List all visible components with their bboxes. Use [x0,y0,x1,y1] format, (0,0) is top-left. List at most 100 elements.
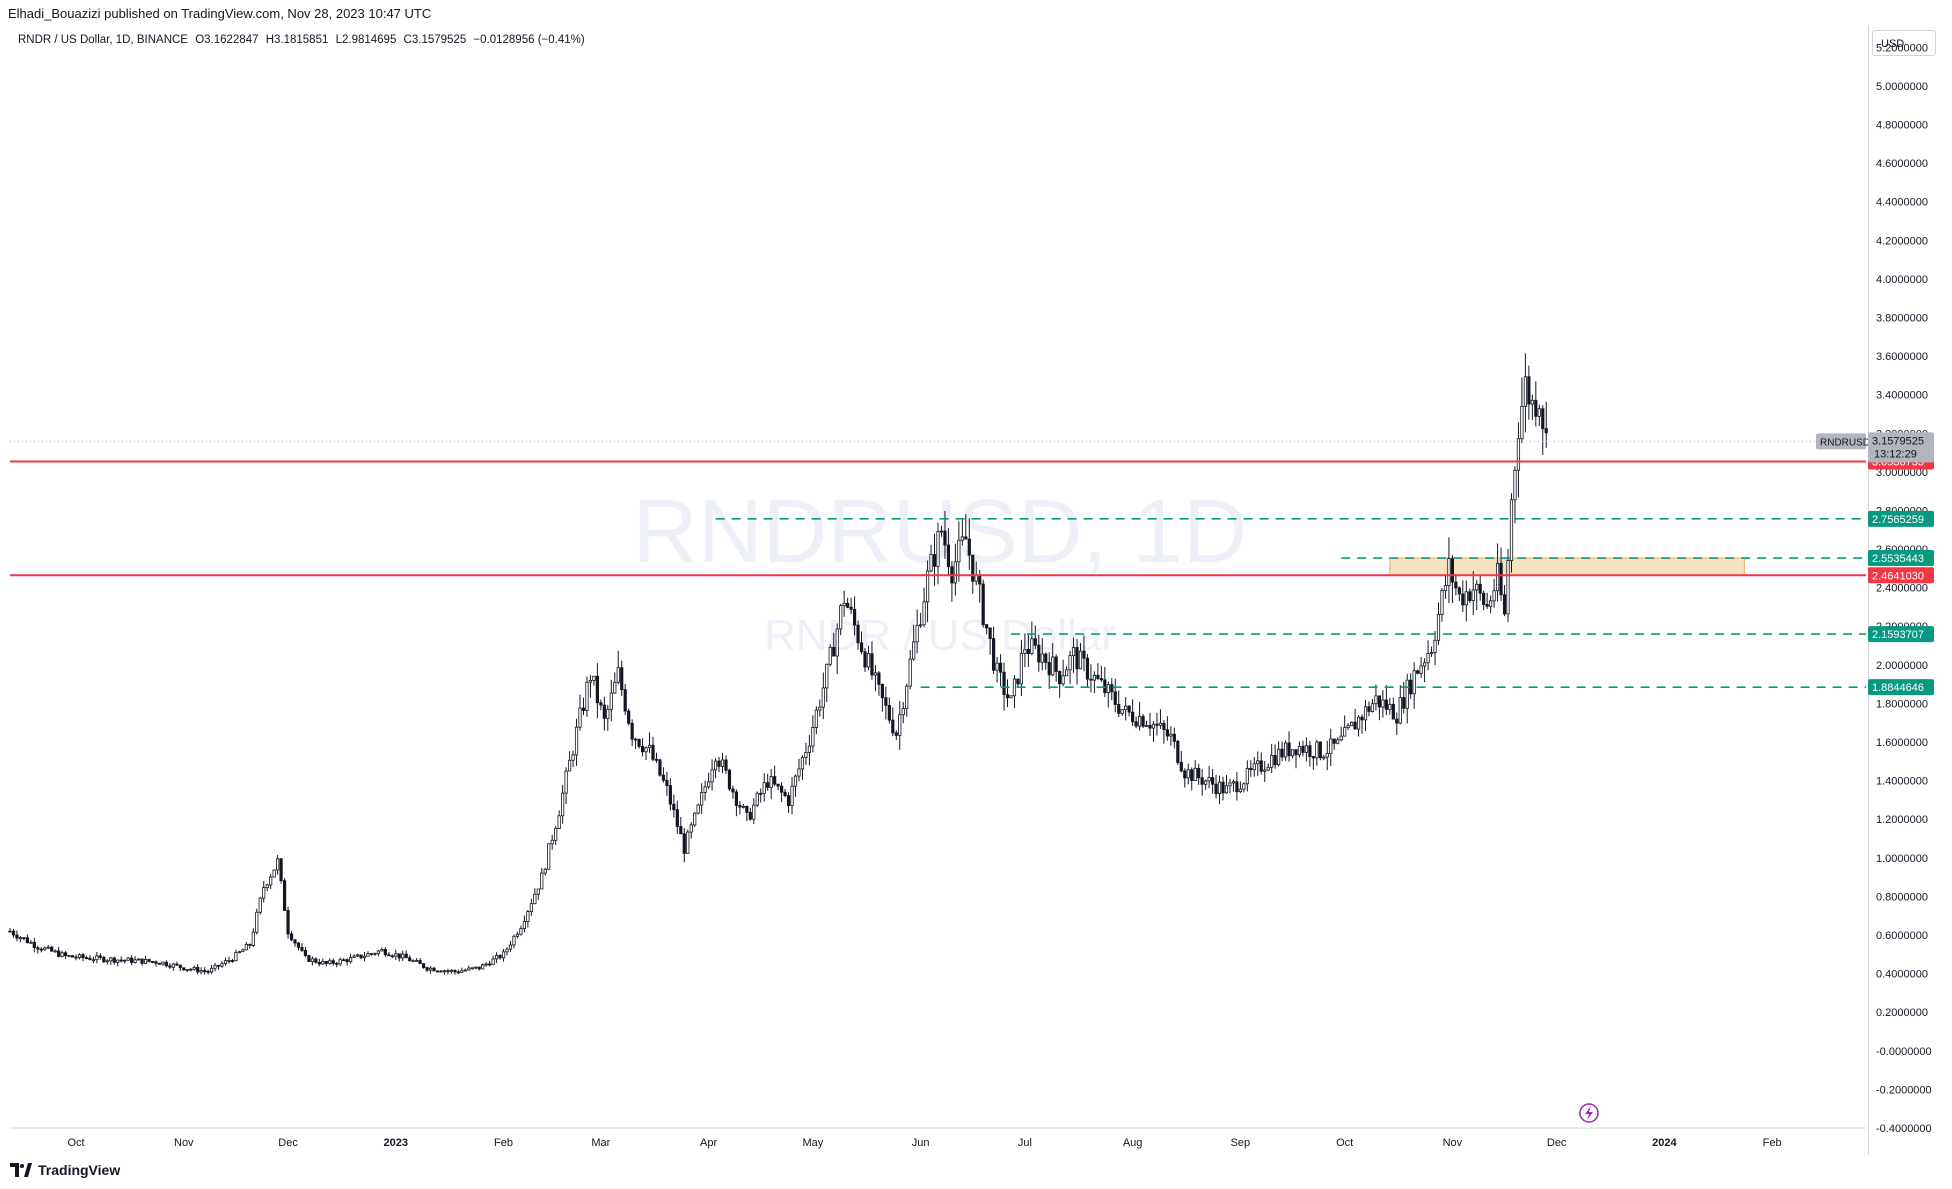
candle [644,746,648,761]
candle [529,898,533,916]
candle-body [1482,592,1486,605]
candle [387,951,391,957]
candle [1033,625,1037,650]
candle-body [157,962,162,965]
level-price-label: 2.5535443 [1872,553,1924,565]
candle [696,803,700,815]
candle [401,950,405,962]
candle [488,960,492,967]
chart-pane[interactable] [8,25,1869,1155]
candle [1506,549,1510,623]
symbol-tag [1816,433,1866,450]
candle-body [460,970,464,973]
y-tick-label: 1.4000000 [1876,776,1928,788]
candle-body [77,954,82,958]
candle-body [32,941,36,949]
candle [1092,671,1097,694]
candle-body [932,553,937,567]
candle-body [1179,762,1183,772]
candle-body [1461,593,1465,606]
candle [359,954,363,960]
candle [1131,699,1135,726]
candle [533,888,537,905]
candle-body [397,953,401,959]
candle [157,962,162,965]
candle [105,959,109,965]
ohlc-change: −0.0128956 (−0.41%) [473,34,585,46]
candle [700,783,704,815]
candle [1235,772,1239,801]
candle-body [1009,695,1013,699]
candle-body [1200,777,1204,785]
candle [50,945,54,952]
currency-selector[interactable]: USD [1872,30,1936,56]
candle-body [1249,767,1253,771]
candle-body [689,824,693,833]
candle [53,949,57,953]
candle [1280,741,1284,762]
candle [814,706,818,735]
candle-body [1419,665,1423,674]
candle-body [39,948,43,951]
candle [1005,679,1010,708]
candle [1471,571,1475,616]
candle [314,957,318,964]
candle [1537,404,1541,427]
symbol-name[interactable]: RNDR / US Dollar, 1D, BINANCE [18,34,188,46]
candle [939,525,944,537]
candle-body [230,960,235,962]
candle-body [1256,760,1260,765]
candle [981,579,985,628]
candle-body [713,760,718,771]
candle [1051,643,1055,677]
candle-body [1169,733,1173,737]
candle-body [1513,469,1517,501]
candle-body [1339,735,1343,741]
symbol-legend: RNDR / US Dollar, 1D, BINANCE O3.1622847… [18,34,589,46]
candle-body [456,971,460,974]
candle-body [251,931,255,946]
candle-body [1356,716,1361,730]
candle-body [182,967,186,971]
candle-body [964,536,968,540]
candle-body [369,953,374,955]
candle-body [1294,749,1298,756]
publisher-line: Elhadi_Bouazizi published on TradingView… [8,6,432,21]
candle-body [57,950,61,957]
candle [338,957,342,967]
candle [811,715,815,753]
candle [519,925,523,936]
candle [578,694,582,731]
candle-body [1350,721,1354,727]
candle [1155,712,1159,736]
candle [581,697,586,716]
candle [766,773,770,791]
candle [1489,595,1493,614]
lightning-icon[interactable] [1579,1103,1599,1123]
candle [477,966,481,971]
candle [515,931,520,939]
candle [1443,576,1448,599]
candle [154,960,158,967]
candle [1308,741,1312,767]
candle [1520,377,1524,444]
candle [1026,634,1030,667]
candle-body [1506,560,1510,615]
candle-body [672,803,676,811]
candle-body [1259,760,1263,772]
candle-body [988,627,992,639]
level-price-tag [1868,626,1934,643]
candle-body [1061,675,1065,685]
candle-body [1541,408,1545,430]
candle-body [1075,647,1079,670]
candle-body [1089,678,1093,681]
candle-body [168,965,172,968]
candle [310,956,314,966]
candle-body [644,747,648,753]
candle-body [394,953,398,957]
candle-body [693,812,697,826]
candle-body [720,759,725,767]
candle-body [634,738,638,741]
y-tick-label: 0.4000000 [1876,969,1928,981]
